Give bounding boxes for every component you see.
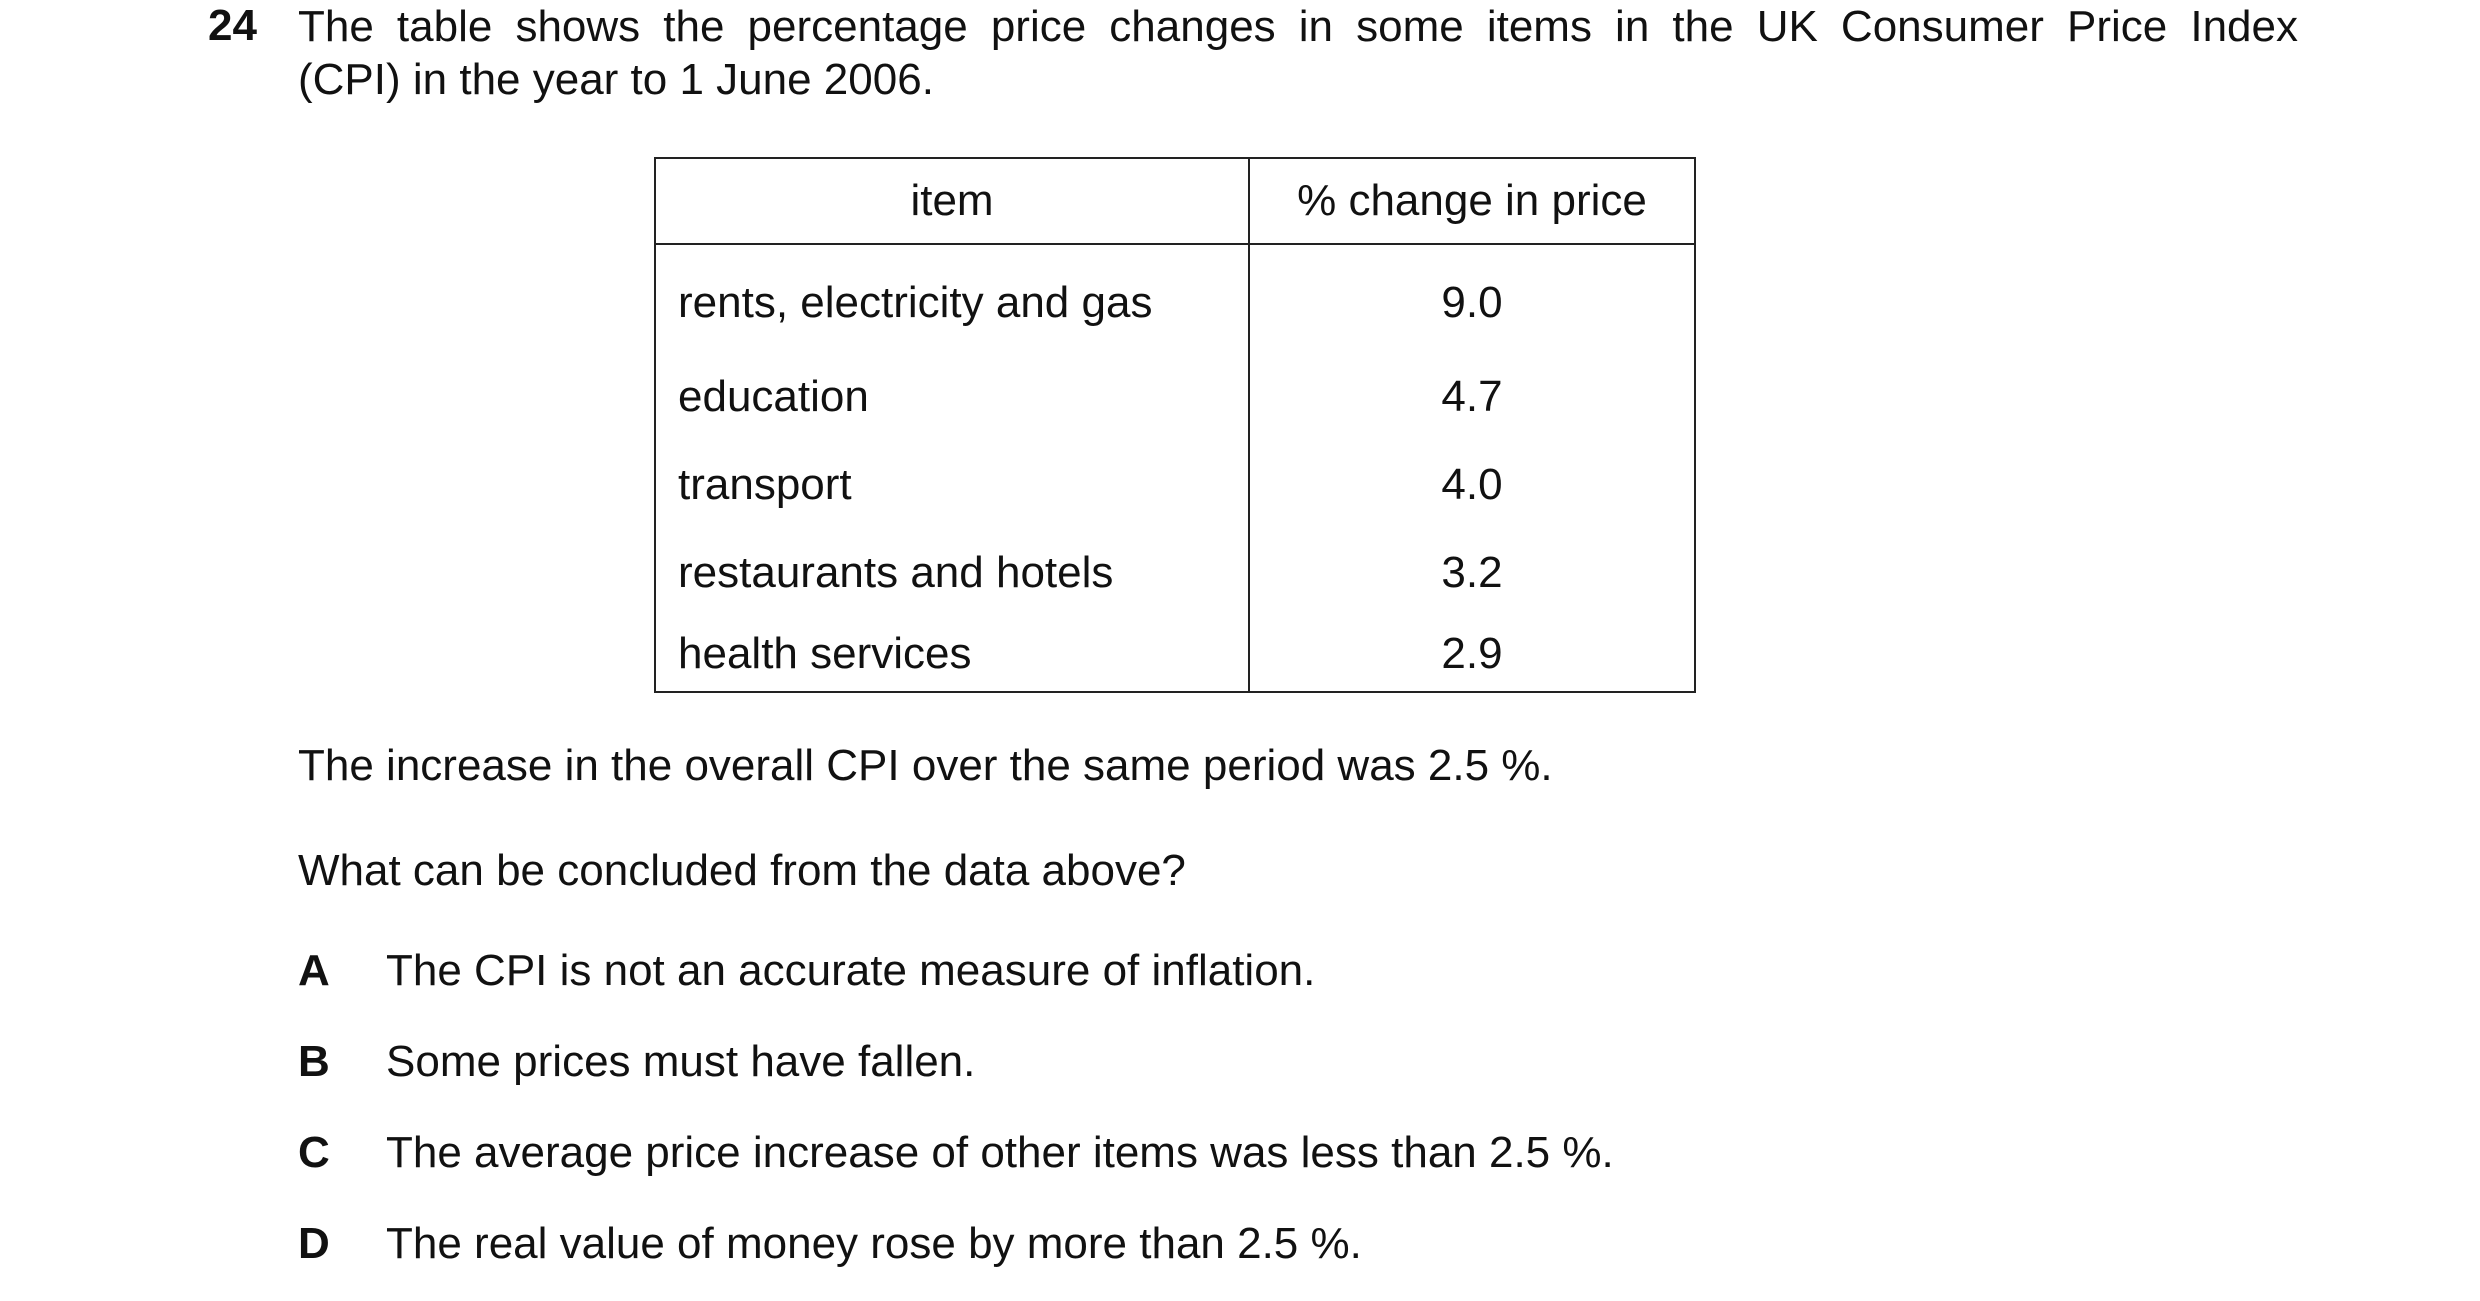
cell-change: 3.2 (1248, 529, 1696, 617)
table-row: rents, electricity and gas 9.0 (654, 244, 1696, 353)
cell-change: 4.7 (1248, 353, 1696, 441)
cell-change: 4.0 (1248, 441, 1696, 529)
option-text: The CPI is not an accurate measure of in… (386, 946, 1316, 995)
option-a[interactable]: A The CPI is not an accurate measure of i… (298, 945, 1315, 997)
table-row: transport 4.0 (654, 441, 1696, 529)
cpi-table: item % change in price rents, electricit… (654, 157, 1696, 693)
option-letter: C (298, 1128, 330, 1177)
cell-item: rents, electricity and gas (654, 244, 1250, 353)
option-b[interactable]: B Some prices must have fallen. (298, 1036, 975, 1088)
column-header-change: % change in price (1248, 157, 1696, 245)
cell-item: education (654, 353, 1250, 441)
table-row: health services 2.9 (654, 617, 1696, 693)
cell-change: 2.9 (1248, 617, 1696, 693)
cell-change: 9.0 (1248, 244, 1696, 353)
column-header-item: item (654, 157, 1250, 245)
cpi-statement: The increase in the overall CPI over the… (298, 741, 1553, 790)
question-prompt: What can be concluded from the data abov… (298, 846, 1186, 895)
option-text: The average price increase of other item… (386, 1128, 1614, 1177)
question-stem-line-2: (CPI) in the year to 1 June 2006. (298, 55, 934, 104)
table-row: education 4.7 (654, 353, 1696, 441)
option-letter: B (298, 1037, 330, 1086)
cell-item: health services (654, 617, 1250, 693)
table-row: restaurants and hotels 3.2 (654, 529, 1696, 617)
question-number: 24 (208, 1, 257, 50)
option-letter: A (298, 946, 330, 995)
table-header-row: item % change in price (654, 157, 1696, 245)
option-d[interactable]: D The real value of money rose by more th… (298, 1218, 1362, 1270)
option-text: Some prices must have fallen. (386, 1037, 976, 1086)
question-stem-line-1: The table shows the percentage price cha… (298, 2, 2298, 51)
option-c[interactable]: C The average price increase of other ite… (298, 1127, 1614, 1179)
cell-item: restaurants and hotels (654, 529, 1250, 617)
option-text: The real value of money rose by more tha… (386, 1219, 1362, 1268)
option-letter: D (298, 1219, 330, 1268)
question-stem: The table shows the percentage price cha… (298, 0, 2298, 106)
cell-item: transport (654, 441, 1250, 529)
